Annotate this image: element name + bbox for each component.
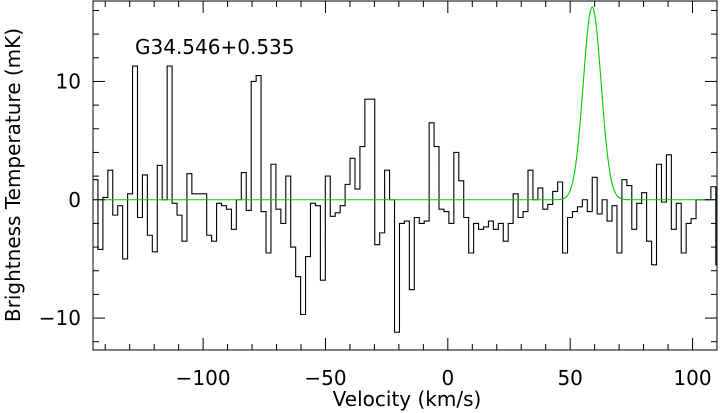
x-tick-label: 50 bbox=[557, 366, 582, 390]
y-tick-label: 10 bbox=[56, 69, 81, 93]
x-tick-label: 0 bbox=[441, 366, 454, 390]
y-tick-label: −10 bbox=[39, 306, 81, 330]
gaussian-fit-line bbox=[93, 6, 717, 201]
y-tick-label: 0 bbox=[68, 188, 81, 212]
y-axis-label: Brightness Temperature (mK) bbox=[1, 28, 25, 322]
x-tick-label: −50 bbox=[304, 366, 346, 390]
chart-title: G34.546+0.535 bbox=[135, 35, 295, 59]
x-tick-label: −100 bbox=[176, 366, 231, 390]
plot-frame bbox=[92, 0, 718, 351]
x-axis-label: Velocity (km/s) bbox=[333, 387, 482, 411]
series-layer bbox=[93, 6, 717, 333]
x-tick-label: 100 bbox=[673, 366, 711, 390]
spectrum-line bbox=[93, 65, 717, 333]
